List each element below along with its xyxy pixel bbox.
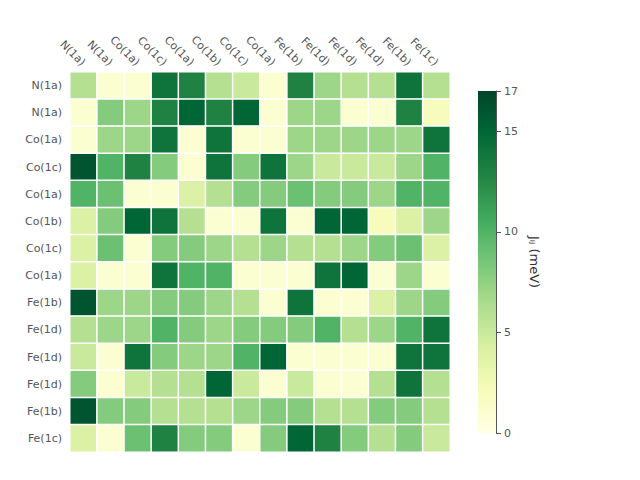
- svg-text:N(1a): N(1a): [31, 106, 62, 119]
- svg-text:17: 17: [504, 85, 518, 98]
- svg-text:N(1a): N(1a): [57, 38, 88, 69]
- svg-text:Fe(1d): Fe(1d): [326, 35, 360, 69]
- svg-text:N(1a): N(1a): [31, 79, 62, 92]
- svg-text:0: 0: [504, 427, 511, 440]
- svg-text:Fe(1b): Fe(1b): [27, 296, 62, 309]
- svg-text:Fe(1b): Fe(1b): [271, 35, 305, 69]
- svg-text:Co(1b): Co(1b): [189, 33, 224, 68]
- svg-text:Fe(1d): Fe(1d): [299, 35, 333, 69]
- svg-text:5: 5: [504, 326, 511, 339]
- svg-text:Co(1c): Co(1c): [216, 33, 251, 69]
- svg-text:Co(1b): Co(1b): [25, 215, 62, 228]
- svg-text:Co(1c): Co(1c): [134, 33, 170, 69]
- svg-text:Fe(1d): Fe(1d): [353, 35, 387, 69]
- svg-text:Co(1a): Co(1a): [107, 33, 142, 68]
- svg-text:Fe(1d): Fe(1d): [27, 323, 62, 336]
- svg-text:Co(1c): Co(1c): [26, 242, 62, 255]
- svg-text:Fe(1d): Fe(1d): [27, 378, 62, 391]
- svg-text:Fe(1c): Fe(1c): [408, 35, 441, 68]
- svg-text:Co(1a): Co(1a): [25, 133, 62, 146]
- svg-text:10: 10: [504, 225, 518, 238]
- svg-text:Fe(1c): Fe(1c): [28, 432, 62, 445]
- svg-text:15: 15: [504, 125, 518, 138]
- svg-text:Co(1a): Co(1a): [25, 188, 62, 201]
- svg-text:Fe(1d): Fe(1d): [27, 351, 62, 364]
- svg-text:Co(1a): Co(1a): [161, 33, 197, 69]
- svg-text:Jᵢⱼ (meV): Jᵢⱼ (meV): [527, 235, 542, 288]
- svg-text:Co(1c): Co(1c): [26, 161, 62, 174]
- svg-text:Fe(1b): Fe(1b): [380, 35, 414, 69]
- svg-text:N(1a): N(1a): [84, 37, 116, 69]
- svg-text:Co(1a): Co(1a): [243, 33, 278, 68]
- svg-text:Fe(1b): Fe(1b): [27, 405, 62, 418]
- svg-text:Co(1a): Co(1a): [25, 269, 62, 282]
